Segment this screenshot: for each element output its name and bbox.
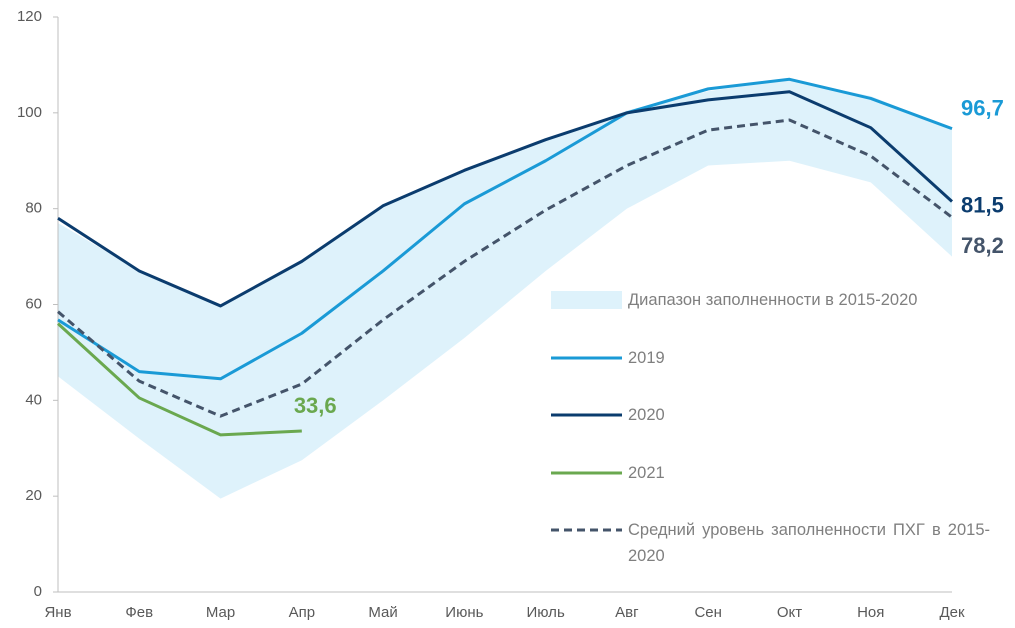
value-label: 33,6 <box>294 393 337 418</box>
range-band <box>58 79 952 499</box>
x-tick-label: Май <box>368 604 397 621</box>
y-tick-label: 100 <box>17 104 42 121</box>
legend-label: 2020 <box>628 406 665 424</box>
value-label: 96,7 <box>961 95 1004 120</box>
legend-label: Средний уровень заполненности ПХГ в 2015… <box>628 521 990 565</box>
series-line <box>57 90 954 308</box>
legend-label: 2019 <box>628 349 665 367</box>
x-tick-label: Авг <box>615 604 639 621</box>
series-line <box>56 322 302 437</box>
x-tick-label: Июль <box>526 604 564 621</box>
value-label: 78,2 <box>961 233 1004 258</box>
series-line <box>57 77 953 381</box>
y-tick-label: 80 <box>25 200 42 217</box>
legend-swatch <box>551 291 622 309</box>
y-tick-label: 120 <box>17 8 42 25</box>
x-tick-label: Фев <box>125 604 153 621</box>
value-label: 81,5 <box>961 192 1004 217</box>
x-tick-label: Апр <box>289 604 315 621</box>
legend-label: 2021 <box>628 464 665 482</box>
x-tick-label: Янв <box>44 604 71 621</box>
x-tick-label: Окт <box>777 604 802 621</box>
legend-label: Диапазон заполненности в 2015-2020 <box>628 291 918 309</box>
x-tick-label: Мар <box>206 604 235 621</box>
x-tick-label: Июнь <box>445 604 483 621</box>
y-tick-label: 60 <box>25 295 42 312</box>
x-tick-label: Ноя <box>857 604 884 621</box>
x-tick-label: Дек <box>939 604 965 621</box>
y-tick-label: 40 <box>25 391 42 408</box>
series-line <box>57 118 953 418</box>
x-tick-label: Сен <box>694 604 721 621</box>
y-tick-label: 20 <box>25 487 42 504</box>
y-tick-label: 0 <box>34 583 42 600</box>
